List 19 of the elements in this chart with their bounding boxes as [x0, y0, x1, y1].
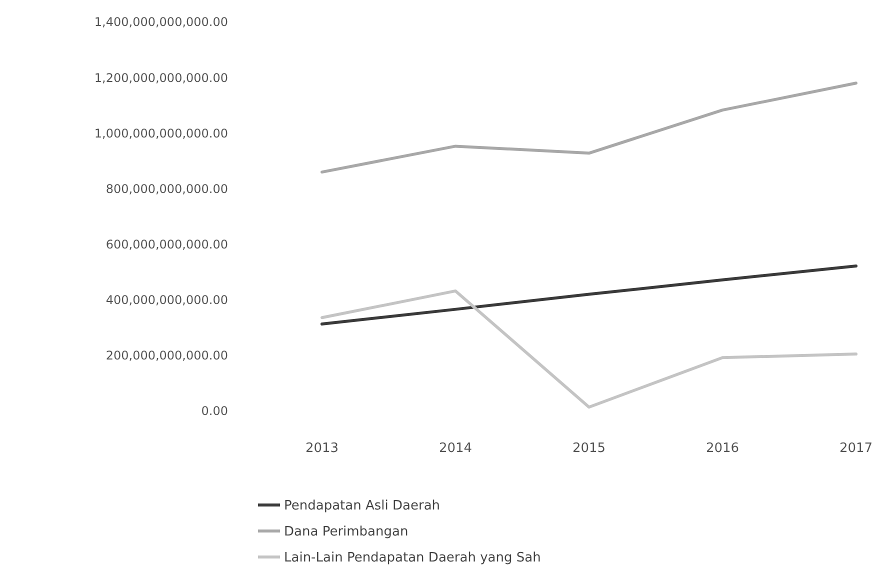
x-tick-label: 2017	[839, 441, 873, 456]
y-tick-label: 1,400,000,000,000.00	[94, 15, 228, 30]
y-tick-label: 1,200,000,000,000.00	[94, 70, 228, 85]
x-tick-label: 2016	[706, 441, 740, 456]
legend-label: Lain-Lain Pendapatan Daerah yang Sah	[284, 550, 541, 566]
line-series	[320, 82, 858, 174]
y-tick-label: 600,000,000,000.00	[106, 237, 228, 252]
y-tick-label: 400,000,000,000.00	[106, 293, 228, 308]
y-tick-label: 0.00	[201, 404, 228, 418]
x-tick-label: 2013	[305, 441, 339, 456]
x-tick-label: 2015	[572, 441, 606, 456]
line-series	[320, 264, 858, 326]
legend-label: Dana Perimbangan	[284, 524, 408, 540]
line-series	[320, 289, 858, 409]
y-tick-label: 200,000,000,000.00	[106, 348, 228, 363]
y-tick-label: 1,000,000,000,000.00	[94, 126, 228, 140]
y-tick-label: 800,000,000,000.00	[106, 182, 228, 196]
legend-label: Pendapatan Asli Daerah	[284, 498, 440, 514]
x-tick-label: 2014	[438, 441, 472, 456]
